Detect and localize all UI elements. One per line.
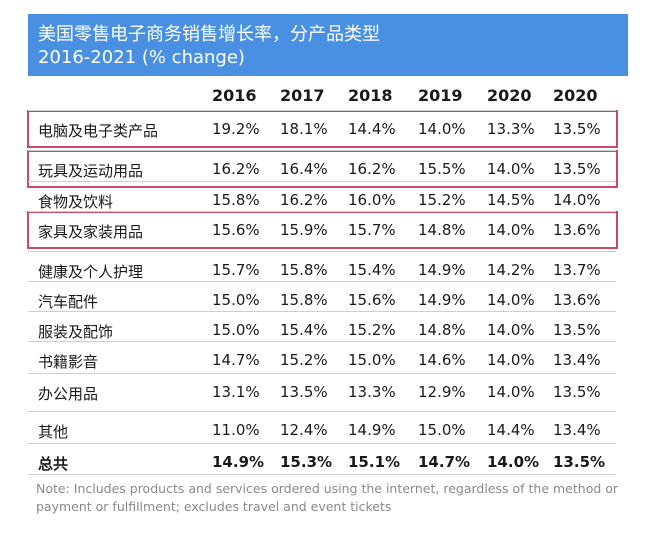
table-cell: 14.0% — [418, 120, 466, 138]
row-divider — [28, 110, 616, 111]
table-cell: 14.0% — [487, 383, 535, 401]
year-header: 2019 — [418, 86, 463, 105]
table-cell: 15.8% — [212, 191, 260, 209]
table-cell: 13.5% — [553, 383, 601, 401]
table-cell: 14.9% — [212, 453, 265, 471]
table-title: 美国零售电子商务销售增长率，分产品类型 — [38, 24, 380, 45]
row-divider — [28, 150, 616, 151]
year-header: 2018 — [348, 86, 393, 105]
table-cell: 14.8% — [418, 221, 466, 239]
row-label: 电脑及电子类产品 — [38, 122, 159, 140]
footnote: Note: Includes products and services ord… — [36, 481, 619, 514]
table-cell: 14.0% — [487, 291, 535, 309]
row-label: 其他 — [38, 423, 69, 441]
table-cell: 18.1% — [280, 120, 328, 138]
table-cell: 14.0% — [487, 160, 535, 178]
year-header: 2020 — [553, 86, 598, 105]
table-cell: 12.9% — [418, 383, 466, 401]
table-cell: 14.0% — [553, 191, 601, 209]
table-cell: 14.5% — [487, 191, 535, 209]
table-cell: 14.0% — [487, 221, 535, 239]
year-header: 2020 — [487, 86, 532, 105]
row-divider — [28, 251, 616, 252]
table-cell: 13.3% — [487, 120, 535, 138]
table-cell: 13.5% — [553, 453, 606, 471]
table-cell: 16.2% — [348, 160, 396, 178]
table-cell: 15.0% — [348, 351, 396, 369]
table-cell: 14.7% — [212, 351, 260, 369]
table-cell: 16.0% — [348, 191, 396, 209]
row-divider — [28, 341, 616, 342]
row-divider — [28, 311, 616, 312]
table-cell: 19.2% — [212, 120, 260, 138]
row-label: 总共 — [38, 455, 69, 473]
table-cell: 14.4% — [487, 421, 535, 439]
row-label: 服装及配饰 — [38, 323, 114, 341]
table-cell: 15.6% — [212, 221, 260, 239]
year-header: 2016 — [212, 86, 257, 105]
table-cell: 15.0% — [212, 291, 260, 309]
table-header-banner: 美国零售电子商务销售增长率，分产品类型 2016-2021 (% change) — [28, 14, 628, 76]
table-cell: 16.4% — [280, 160, 328, 178]
table-cell: 13.7% — [553, 261, 601, 279]
row-divider — [28, 373, 616, 374]
row-label: 玩具及运动用品 — [38, 162, 144, 180]
table-cell: 15.2% — [280, 351, 328, 369]
table-cell: 14.0% — [487, 351, 535, 369]
table-cell: 15.5% — [418, 160, 466, 178]
row-divider — [28, 281, 616, 282]
table-cell: 15.8% — [280, 261, 328, 279]
row-divider — [28, 181, 616, 182]
table-cell: 16.2% — [280, 191, 328, 209]
table-cell: 13.6% — [553, 221, 601, 239]
table-cell: 15.0% — [212, 321, 260, 339]
table-cell: 13.5% — [553, 321, 601, 339]
row-divider — [28, 474, 616, 475]
table-cell: 15.8% — [280, 291, 328, 309]
table-cell: 12.4% — [280, 421, 328, 439]
table-cell: 14.2% — [487, 261, 535, 279]
table-cell: 14.0% — [487, 453, 540, 471]
table-cell: 16.2% — [212, 160, 260, 178]
table-cell: 15.3% — [280, 453, 333, 471]
table-cell: 13.5% — [553, 160, 601, 178]
table-cell: 14.6% — [418, 351, 466, 369]
table-cell: 14.9% — [418, 291, 466, 309]
table-cell: 13.5% — [553, 120, 601, 138]
table-cell: 11.0% — [212, 421, 260, 439]
row-label: 办公用品 — [38, 385, 99, 403]
table-cell: 14.0% — [487, 321, 535, 339]
table-cell: 15.4% — [280, 321, 328, 339]
row-label: 食物及饮料 — [38, 193, 114, 211]
year-header: 2017 — [280, 86, 325, 105]
table-cell: 15.4% — [348, 261, 396, 279]
row-label: 书籍影音 — [38, 353, 99, 371]
table-cell: 13.4% — [553, 421, 601, 439]
table-cell: 15.7% — [212, 261, 260, 279]
row-label: 家具及家装用品 — [38, 223, 144, 241]
table-cell: 15.2% — [348, 321, 396, 339]
table-cell: 15.0% — [418, 421, 466, 439]
table-cell: 14.9% — [418, 261, 466, 279]
row-divider — [28, 443, 616, 444]
table-cell: 13.5% — [280, 383, 328, 401]
row-label: 汽车配件 — [38, 293, 99, 311]
table-cell: 14.8% — [418, 321, 466, 339]
table-cell: 15.2% — [418, 191, 466, 209]
table-cell: 15.9% — [280, 221, 328, 239]
table-subtitle: 2016-2021 (% change) — [38, 47, 245, 68]
row-divider — [28, 411, 616, 412]
table-cell: 13.6% — [553, 291, 601, 309]
table-cell: 15.6% — [348, 291, 396, 309]
table-cell: 13.3% — [348, 383, 396, 401]
table-cell: 15.7% — [348, 221, 396, 239]
table-cell: 13.1% — [212, 383, 260, 401]
table-cell: 14.9% — [348, 421, 396, 439]
row-label: 健康及个人护理 — [38, 263, 144, 281]
table-cell: 13.4% — [553, 351, 601, 369]
row-divider — [28, 211, 616, 212]
table-cell: 15.1% — [348, 453, 401, 471]
table-cell: 14.4% — [348, 120, 396, 138]
table-cell: 14.7% — [418, 453, 471, 471]
